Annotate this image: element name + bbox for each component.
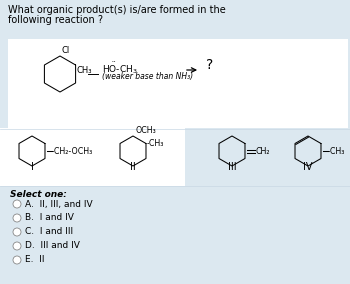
Text: ?: ? [206, 58, 213, 72]
FancyBboxPatch shape [8, 39, 348, 129]
Circle shape [13, 256, 21, 264]
Circle shape [13, 214, 21, 222]
Circle shape [13, 242, 21, 250]
Text: -CH₃: -CH₃ [147, 139, 164, 148]
Text: III: III [228, 162, 236, 172]
FancyBboxPatch shape [0, 128, 185, 186]
Text: D.  III and IV: D. III and IV [25, 241, 80, 250]
Text: What organic product(s) is/are formed in the: What organic product(s) is/are formed in… [8, 5, 226, 15]
Text: Cl: Cl [62, 46, 70, 55]
Text: C.  I and III: C. I and III [25, 227, 73, 237]
Text: B.  I and IV: B. I and IV [25, 214, 74, 222]
Text: -CH₃: -CH₃ [328, 147, 345, 156]
Text: CH₂: CH₂ [256, 147, 271, 156]
Text: -CH₂-OCH₃: -CH₂-OCH₃ [52, 147, 93, 156]
FancyBboxPatch shape [185, 128, 350, 186]
Circle shape [13, 200, 21, 208]
Text: I: I [30, 162, 34, 172]
Text: CH₃: CH₃ [77, 66, 92, 75]
Text: Select one:: Select one: [10, 190, 67, 199]
Text: (weaker base than NH₃): (weaker base than NH₃) [102, 72, 193, 82]
Text: OCH₃: OCH₃ [135, 126, 156, 135]
Text: following reaction ?: following reaction ? [8, 15, 103, 25]
Text: H$\mathregular{\ddot{O}}$-CH$_3$: H$\mathregular{\ddot{O}}$-CH$_3$ [102, 60, 138, 76]
FancyBboxPatch shape [0, 186, 350, 284]
Circle shape [13, 228, 21, 236]
Text: E.  II: E. II [25, 256, 44, 264]
Text: II: II [130, 162, 136, 172]
FancyBboxPatch shape [0, 0, 350, 132]
Text: A.  II, III, and IV: A. II, III, and IV [25, 199, 93, 208]
Text: IV: IV [303, 162, 313, 172]
